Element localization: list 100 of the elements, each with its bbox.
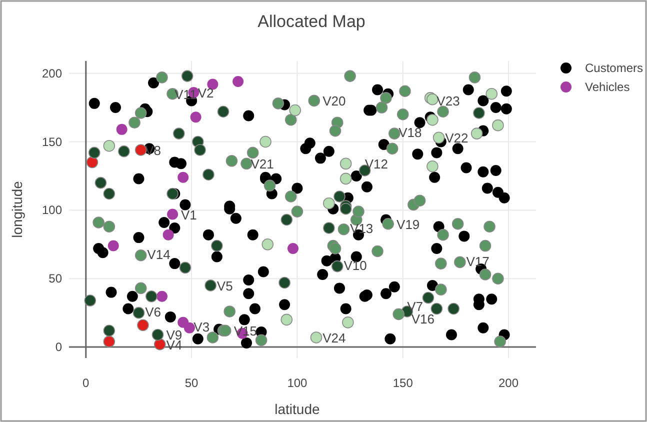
point [272,98,284,110]
point [226,155,238,167]
point [308,94,320,107]
point [156,72,168,84]
point [178,172,189,183]
y-tick-label: 0 [55,340,62,354]
point [291,206,304,218]
point [224,306,236,318]
point [437,106,449,118]
y-tick-label: 200 [42,66,62,80]
point [132,306,145,319]
point [376,102,388,114]
point [232,76,244,88]
point [134,107,147,119]
annotation: V7 [407,298,424,314]
point [392,308,405,320]
point [380,92,392,104]
point [426,160,438,172]
point [92,216,104,228]
point [470,128,483,140]
point [156,290,168,302]
point [430,302,443,315]
point [162,229,174,240]
legend-label: Vehicles [585,80,630,94]
x-tick-label: 50 [184,376,199,390]
point [94,176,107,189]
point [340,172,352,185]
point [154,338,166,350]
x-tick-label: 0 [82,376,90,390]
point [414,194,426,207]
point [108,240,119,252]
point [103,188,116,200]
point [103,220,116,233]
point [396,108,409,120]
point [432,132,445,144]
point [103,336,116,348]
point [340,158,352,170]
point [103,140,116,152]
annotation: V1 [180,207,197,222]
point [289,104,302,116]
point [128,116,140,128]
x-tick-label: 150 [392,376,414,390]
point [103,324,116,337]
point [454,256,466,268]
x-axis-title: latitude [274,401,320,417]
point [284,114,297,126]
point [323,222,335,234]
point [134,282,147,294]
point [190,112,202,123]
point [134,249,147,262]
annotation: V23 [436,94,460,109]
annotation: V17 [466,254,490,269]
x-tick-label: 100 [287,376,308,390]
point [255,334,268,346]
point [329,242,342,254]
point [435,284,447,296]
annotation: V6 [145,304,161,320]
annotation: V20 [322,94,346,109]
point [88,146,100,159]
point [166,188,178,200]
legend-label: Customers [585,61,644,75]
point [262,238,274,250]
point [484,220,496,233]
x-tick-label: 200 [498,376,519,390]
point [448,302,460,315]
annotation: V24 [322,330,346,346]
point [479,240,492,252]
annotation: V11 [174,86,197,102]
point [211,240,223,252]
point [486,88,498,100]
point [494,336,506,348]
point [372,245,384,258]
y-tick-label: 150 [42,134,62,149]
y-axis-title: longitude [9,180,25,238]
point [310,332,322,344]
point [386,142,398,154]
point [179,262,192,274]
point [331,260,344,272]
point [352,206,364,218]
point [492,272,504,285]
point [323,197,335,210]
point [437,228,449,241]
point [452,218,464,230]
point [338,223,350,236]
point [468,72,481,84]
point [473,107,485,119]
point [194,144,206,156]
point [116,124,128,135]
y-tick-label: 100 [42,203,62,218]
point [344,70,356,82]
point [181,70,194,82]
y-tick-label: 50 [48,272,62,286]
point [342,316,354,328]
point [340,202,352,215]
point [86,156,98,168]
annotation: V8 [145,142,161,158]
point [264,180,276,192]
point [382,218,394,230]
point [246,146,259,159]
point [280,314,293,326]
